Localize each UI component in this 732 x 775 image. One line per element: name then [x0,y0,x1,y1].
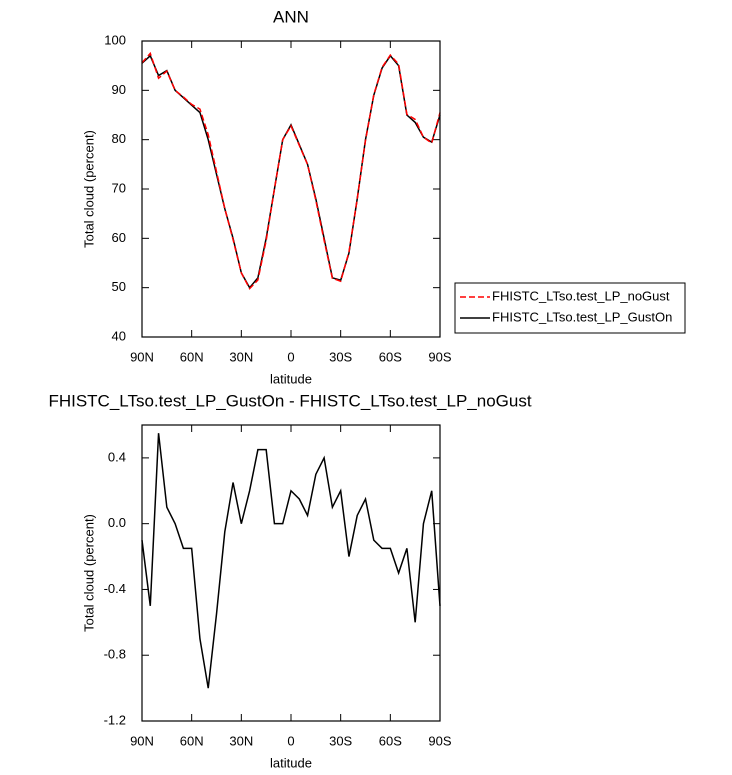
data-line [141,433,441,689]
x-tick-label: 60S [379,733,402,748]
y-tick-label: 100 [104,32,126,47]
x-tick-label: 90S [428,733,451,748]
x-tick-label: 30S [329,349,352,364]
y-tick-label: 50 [112,279,126,294]
y-tick-label: 40 [112,328,126,343]
y-axis-label: Total cloud (percent) [81,514,96,632]
legend-box [454,282,686,334]
y-tick-label: -1.2 [104,712,126,727]
plot-frame [141,424,441,722]
x-axis-label: latitude [270,755,312,770]
x-tick-label: 90N [130,733,154,748]
y-tick-label: -0.4 [104,581,126,596]
y-tick-label: -0.8 [104,647,126,662]
plot-frame [141,40,441,338]
x-tick-label: 30N [229,349,253,364]
x-tick-label: 60S [379,349,402,364]
x-tick-label: 0 [287,733,294,748]
x-tick-label: 60N [180,733,204,748]
data-line [141,51,441,290]
y-tick-label: 0.0 [108,515,126,530]
y-tick-label: 0.4 [108,449,126,464]
legend-label: FHISTC_LTso.test_LP_GustOn [492,309,672,324]
x-tick-label: 30S [329,733,352,748]
y-tick-label: 60 [112,230,126,245]
x-tick-label: 0 [287,349,294,364]
y-tick-label: 80 [112,131,126,146]
x-tick-label: 30N [229,733,253,748]
y-axis-label: Total cloud (percent) [81,130,96,248]
x-tick-label: 60N [180,349,204,364]
legend-label: FHISTC_LTso.test_LP_noGust [492,288,670,303]
chart-title: ANN [273,7,309,26]
x-axis-label: latitude [270,371,312,386]
chart-title: FHISTC_LTso.test_LP_GustOn - FHISTC_LTso… [48,391,531,410]
y-tick-label: 90 [112,82,126,97]
data-line [141,54,441,289]
x-tick-label: 90N [130,349,154,364]
y-tick-label: 70 [112,180,126,195]
x-tick-label: 90S [428,349,451,364]
